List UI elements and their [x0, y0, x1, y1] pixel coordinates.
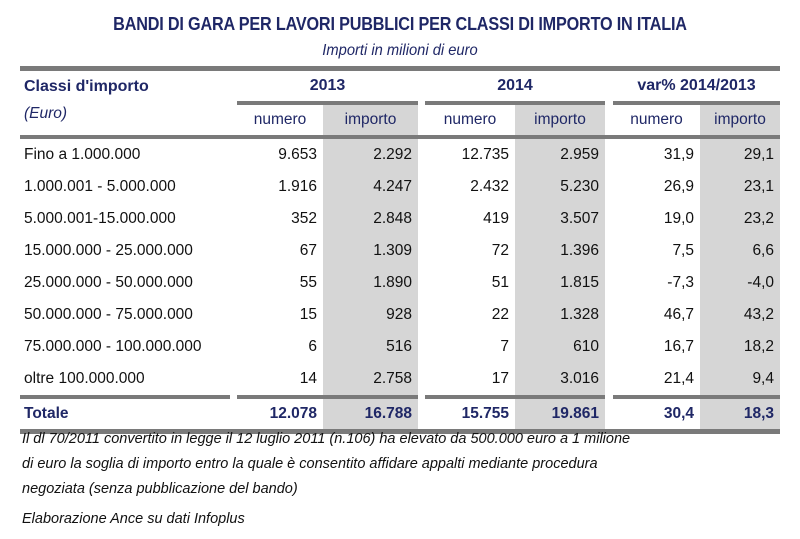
cell-importo-var: 6,6: [700, 235, 780, 267]
cell-numero-var: 7,5: [672, 242, 694, 259]
row-label: 50.000.000 - 75.000.000: [24, 306, 193, 323]
cell-numero-2013: 14: [299, 370, 317, 387]
group-var: var% 2014/2013: [613, 71, 780, 105]
row-label: 75.000.000 - 100.000.000: [24, 338, 202, 355]
cell-importo-2014: 1.396: [515, 235, 605, 267]
row-label: 15.000.000 - 25.000.000: [24, 242, 193, 259]
cell-importo-2014: 3.016: [515, 363, 605, 395]
cell-importo-2013: 1.309: [323, 235, 418, 267]
cell-importo-var: 29,1: [700, 139, 780, 171]
subheader-numero-2013: numero: [253, 111, 307, 128]
cell-numero-var: 31,9: [663, 146, 694, 163]
cell-importo-2013: 16.788: [323, 399, 418, 429]
cell-numero-2013: 1.916: [278, 178, 317, 195]
table-row: Fino a 1.000.000 9.653 2.292 12.735 2.959 31,…: [20, 139, 780, 171]
cell-numero-var: 30,4: [663, 405, 694, 422]
cell-importo-var: 23,2: [700, 203, 780, 235]
cell-importo-var: 18,3: [700, 399, 780, 429]
table-row: 75.000.000 - 100.000.000 6 516 7 610 16,7 18,2: [20, 331, 780, 363]
table-subtitle: Importi in milioni di euro: [322, 42, 478, 59]
cell-importo-2013: 4.247: [323, 171, 418, 203]
cell-numero-2013: 9.653: [278, 146, 317, 163]
cell-importo-2014: 1.328: [515, 299, 605, 331]
cell-importo-var: 43,2: [700, 299, 780, 331]
cell-numero-2014: 22: [491, 306, 509, 323]
row-label: 5.000.001-15.000.000: [24, 210, 176, 227]
group-2014: 2014: [425, 71, 605, 105]
cell-importo-var: 9,4: [700, 363, 780, 395]
cell-importo-2014: 3.507: [515, 203, 605, 235]
note-line-1: Il dl 70/2011 convertito in legge il 12 …: [22, 431, 631, 447]
row-label: 25.000.000 - 50.000.000: [24, 274, 193, 291]
cell-numero-2014: 419: [483, 210, 509, 227]
table-row: 15.000.000 - 25.000.000 67 1.309 72 1.396 7,5…: [20, 235, 780, 267]
header-rule: [20, 135, 780, 139]
table-row: 50.000.000 - 75.000.000 15 928 22 1.328 46,7 4…: [20, 299, 780, 331]
top-rule: [20, 66, 780, 71]
total-row: Totale 12.078 16.788 15.755 19.861 30,4 18,3: [20, 399, 780, 429]
cell-importo-2013: 1.890: [323, 267, 418, 299]
cell-importo-2013: 928: [323, 299, 418, 331]
cell-importo-2014: 2.959: [515, 139, 605, 171]
cell-importo-2013: 516: [323, 331, 418, 363]
column-label: Classi d'importo: [24, 78, 149, 95]
cell-importo-var: 23,1: [700, 171, 780, 203]
cell-numero-2014: 12.735: [461, 146, 509, 163]
cell-numero-2014: 7: [500, 338, 509, 355]
cell-numero-2013: 67: [299, 242, 317, 259]
cell-numero-2014: 72: [491, 242, 509, 259]
cell-numero-var: 21,4: [663, 370, 694, 387]
cell-importo-2013: 2.758: [323, 363, 418, 395]
row-label: Totale: [24, 405, 69, 422]
cell-importo-var: -4,0: [700, 267, 780, 299]
cell-numero-2014: 17: [491, 370, 509, 387]
group-header-row: Classi d'importo 2013 2014 var% 2014/201…: [20, 71, 780, 105]
cell-importo-2014: 5.230: [515, 171, 605, 203]
total-rule: [20, 395, 780, 399]
cell-numero-2014: 51: [491, 274, 509, 291]
cell-importo-2014: 19.861: [515, 399, 605, 429]
cell-numero-var: 46,7: [663, 306, 694, 323]
row-label: Fino a 1.000.000: [24, 146, 141, 163]
subheader-row: (Euro) numero importo numero importo num…: [20, 103, 780, 135]
table-title: BANDI DI GARA PER LAVORI PUBBLICI PER CL…: [113, 14, 687, 34]
cell-importo-2014: 610: [515, 331, 605, 363]
table-row: oltre 100.000.000 14 2.758 17 3.016 21,4 9,4: [20, 363, 780, 395]
subheader-importo-var: importo: [700, 103, 780, 135]
cell-numero-var: 19,0: [663, 210, 694, 227]
cell-numero-2013: 15: [299, 306, 317, 323]
column-unit: (Euro): [24, 105, 68, 122]
table-row: 25.000.000 - 50.000.000 55 1.890 51 1.815 -7,…: [20, 267, 780, 299]
cell-numero-var: 26,9: [663, 178, 694, 195]
cell-numero-var: -7,3: [667, 274, 694, 291]
source-note: Elaborazione Ance su dati Infoplus: [22, 511, 245, 527]
row-label: 1.000.001 - 5.000.000: [24, 178, 176, 195]
subheader-importo-2013: importo: [323, 103, 418, 135]
group-2013: 2013: [237, 71, 418, 105]
subheader-numero-2014: numero: [443, 111, 497, 128]
cell-numero-2013: 352: [291, 210, 317, 227]
subheader-importo-2014: importo: [515, 103, 605, 135]
bottom-rule: [20, 429, 780, 434]
cell-numero-2013: 12.078: [269, 405, 317, 422]
cell-importo-2013: 2.292: [323, 139, 418, 171]
table-row: 1.000.001 - 5.000.000 1.916 4.247 2.432 5.23…: [20, 171, 780, 203]
cell-numero-var: 16,7: [663, 338, 694, 355]
data-table: Classi d'importo 2013 2014 var% 2014/201…: [20, 66, 780, 434]
cell-numero-2014: 2.432: [470, 178, 509, 195]
subheader-numero-var: numero: [630, 111, 683, 128]
note-line-2: di euro la soglia di importo entro la qu…: [22, 456, 598, 472]
note-line-3: negoziata (senza pubblicazione del bando…: [22, 481, 298, 497]
cell-numero-2013: 6: [308, 338, 317, 355]
cell-importo-2014: 1.815: [515, 267, 605, 299]
cell-importo-var: 18,2: [700, 331, 780, 363]
row-label: oltre 100.000.000: [24, 370, 145, 387]
cell-numero-2014: 15.755: [461, 405, 509, 422]
cell-importo-2013: 2.848: [323, 203, 418, 235]
table-row: 5.000.001-15.000.000 352 2.848 419 3.507 19,0…: [20, 203, 780, 235]
cell-numero-2013: 55: [299, 274, 317, 291]
